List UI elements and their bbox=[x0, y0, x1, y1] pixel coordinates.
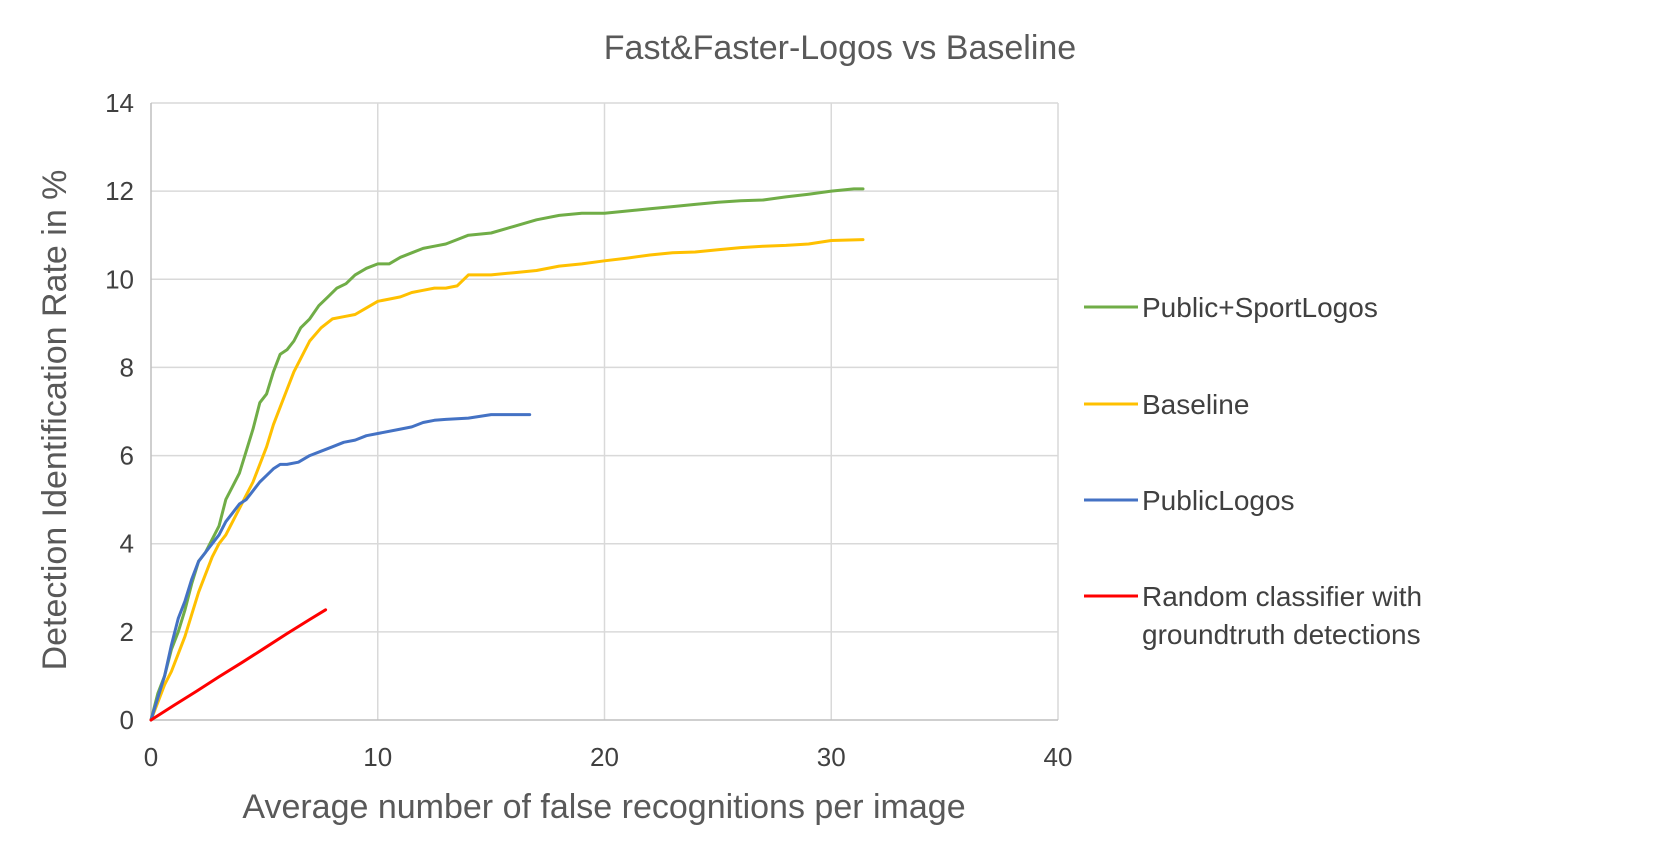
y-tick-label: 14 bbox=[105, 88, 134, 118]
x-tick-label: 40 bbox=[1044, 742, 1073, 772]
tick-labels: 0 2 4 6 8 10 12 14 0 10 20 30 40 bbox=[105, 88, 1072, 772]
x-axis-title: Average number of false recognitions per… bbox=[242, 788, 965, 826]
grid bbox=[151, 102, 1059, 720]
y-tick-label: 0 bbox=[120, 705, 134, 735]
chart-title: Fast&Faster-Logos vs Baseline bbox=[604, 29, 1076, 67]
y-tick-label: 8 bbox=[120, 352, 134, 382]
series bbox=[149, 187, 865, 722]
legend-label: Baseline bbox=[1142, 389, 1249, 420]
series-line-0 bbox=[149, 187, 865, 722]
y-tick-label: 10 bbox=[105, 264, 134, 294]
legend-label: PublicLogos bbox=[1142, 485, 1295, 516]
x-tick-label: 10 bbox=[363, 742, 392, 772]
legend-item: Baseline bbox=[1084, 389, 1249, 420]
series-line-1 bbox=[149, 238, 865, 722]
axes bbox=[150, 103, 1058, 721]
series-line-2 bbox=[149, 413, 532, 722]
legend-item: Public+SportLogos bbox=[1084, 292, 1378, 323]
legend-item: PublicLogos bbox=[1084, 485, 1295, 516]
x-tick-label: 0 bbox=[144, 742, 158, 772]
y-axis-title: Detection Identification Rate in % bbox=[36, 170, 74, 671]
y-tick-label: 2 bbox=[120, 617, 134, 647]
legend-label: Random classifier with groundtruth detect… bbox=[1142, 581, 1422, 650]
legend: Public+SportLogos Baseline PublicLogos Rand… bbox=[1084, 292, 1422, 650]
x-tick-label: 20 bbox=[590, 742, 619, 772]
y-tick-label: 6 bbox=[120, 441, 134, 471]
x-tick-label: 30 bbox=[817, 742, 846, 772]
y-tick-label: 12 bbox=[105, 176, 134, 206]
legend-label: Public+SportLogos bbox=[1142, 292, 1378, 323]
series-line-3 bbox=[149, 608, 328, 722]
legend-item: Random classifier with groundtruth detect… bbox=[1084, 581, 1422, 650]
y-tick-label: 4 bbox=[120, 529, 134, 559]
